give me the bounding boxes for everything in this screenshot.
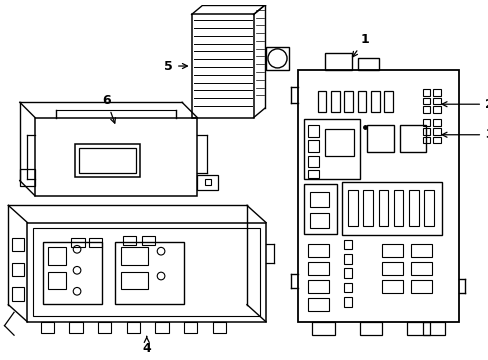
Bar <box>422 106 429 113</box>
Bar <box>48 272 65 289</box>
Bar <box>432 98 440 104</box>
Bar <box>212 322 225 333</box>
Bar <box>27 222 265 322</box>
Bar <box>12 263 23 276</box>
Bar <box>359 322 382 335</box>
Bar <box>422 120 429 126</box>
Bar <box>325 53 351 70</box>
Bar <box>410 262 431 275</box>
Bar <box>12 238 23 251</box>
Bar <box>307 156 319 167</box>
Bar <box>88 238 102 247</box>
Bar <box>197 175 218 190</box>
Bar <box>366 125 393 152</box>
Bar <box>422 137 429 143</box>
Bar <box>399 125 426 152</box>
Bar <box>33 228 260 316</box>
Bar <box>304 120 359 179</box>
Bar <box>422 322 445 335</box>
Text: 6: 6 <box>102 94 115 123</box>
Bar <box>142 236 155 246</box>
Text: 5: 5 <box>164 59 187 72</box>
Bar <box>35 118 197 196</box>
Bar <box>357 58 378 70</box>
Bar <box>307 140 319 152</box>
Bar <box>71 238 84 247</box>
Bar <box>307 244 328 257</box>
Bar <box>432 106 440 113</box>
Bar <box>155 322 168 333</box>
Text: 2: 2 <box>441 98 488 111</box>
Bar <box>311 322 334 335</box>
Bar <box>69 322 82 333</box>
Bar <box>407 322 429 335</box>
Bar <box>20 169 35 186</box>
Bar <box>432 89 440 96</box>
Bar <box>344 269 351 278</box>
Bar <box>384 91 392 112</box>
Bar <box>309 192 328 207</box>
Bar <box>432 128 440 135</box>
Bar <box>126 322 140 333</box>
Text: 4: 4 <box>142 337 151 355</box>
Bar <box>115 242 183 304</box>
Bar <box>309 213 328 228</box>
Bar <box>307 298 328 311</box>
Bar <box>265 47 288 70</box>
Bar <box>307 280 328 293</box>
Bar <box>432 137 440 143</box>
Bar <box>191 14 253 118</box>
Bar <box>382 280 403 293</box>
Bar <box>378 190 387 226</box>
Bar <box>422 128 429 135</box>
Bar <box>344 297 351 307</box>
Bar <box>317 91 325 112</box>
Bar <box>41 322 54 333</box>
Bar <box>298 70 458 322</box>
Bar <box>12 288 23 301</box>
Bar <box>382 262 403 275</box>
Bar <box>393 190 403 226</box>
Bar <box>410 280 431 293</box>
Bar <box>48 247 65 265</box>
Bar <box>363 190 372 226</box>
Bar <box>304 184 336 234</box>
Bar <box>344 283 351 292</box>
Bar <box>330 91 339 112</box>
Text: 1: 1 <box>352 33 369 57</box>
Bar <box>79 148 136 173</box>
Bar <box>98 322 111 333</box>
Bar <box>121 272 147 289</box>
Bar <box>344 254 351 264</box>
Bar <box>307 170 319 178</box>
Bar <box>432 120 440 126</box>
Bar <box>307 125 319 137</box>
Bar <box>422 89 429 96</box>
Bar <box>307 262 328 275</box>
Bar <box>410 244 431 257</box>
Bar <box>382 244 403 257</box>
Bar <box>325 129 353 156</box>
Bar <box>408 190 418 226</box>
Bar <box>122 236 136 246</box>
Bar <box>75 144 140 177</box>
Text: 3: 3 <box>441 128 488 141</box>
Bar <box>42 242 102 304</box>
Bar <box>183 322 197 333</box>
Bar <box>422 98 429 104</box>
Bar <box>347 190 357 226</box>
Bar <box>370 91 379 112</box>
Bar <box>342 183 441 235</box>
Bar <box>357 91 366 112</box>
Bar <box>424 190 433 226</box>
Bar <box>344 240 351 249</box>
Bar <box>121 247 147 265</box>
Bar <box>344 91 352 112</box>
